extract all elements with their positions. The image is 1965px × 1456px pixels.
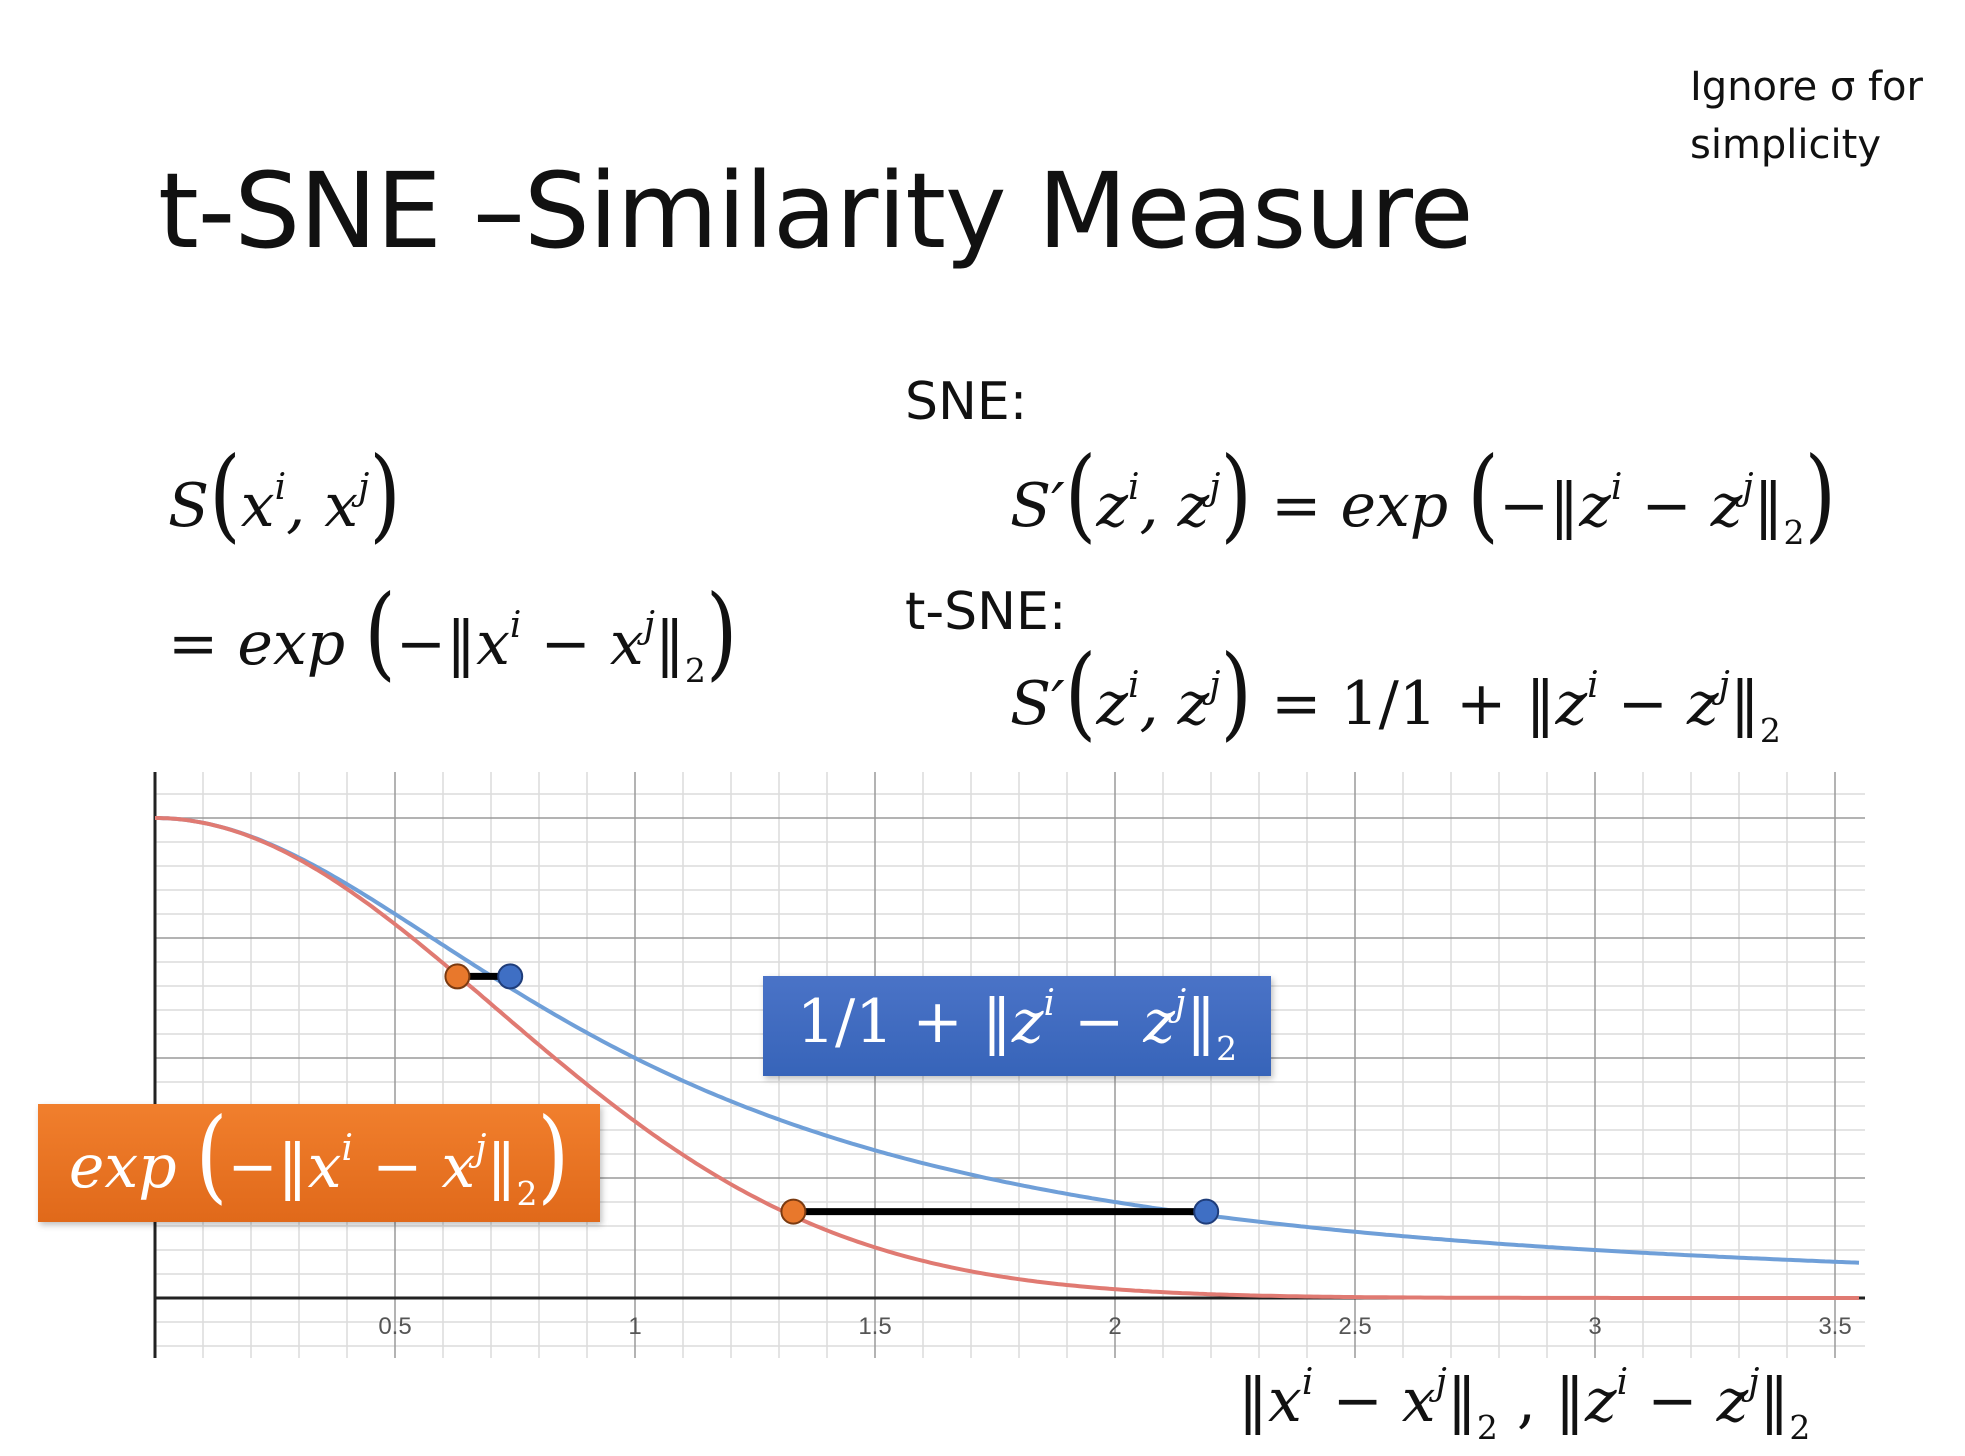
page-title: t-SNE –Similarity Measure [158, 150, 1474, 272]
sne-formula: S′(zi, zj) = exp (−‖zi − zj‖2) [1010, 436, 1837, 555]
x-tick-label: 2 [1108, 1313, 1121, 1340]
similarity-formula-line-1: S(xi, xj) [168, 436, 401, 555]
x-tick-label: 2.5 [1338, 1313, 1371, 1340]
x-axis-label: ‖xi − xj‖2 , ‖zi − zj‖2 [1238, 1362, 1811, 1448]
series-line [155, 816, 1859, 1300]
note: Ignore σ for simplicity [1690, 58, 1923, 174]
t-point [497, 963, 524, 990]
tsne-curve-label: 1/1 + ‖zi − zj‖2 [763, 976, 1271, 1076]
sne-curve-label: exp (−‖xi − xj‖2) [38, 1097, 600, 1222]
t-point [1193, 1198, 1220, 1225]
tsne-formula: S′(zi, zj) = 1/1 + ‖zi − zj‖2 [1010, 634, 1781, 753]
note-line-2: simplicity [1690, 122, 1881, 168]
note-line-1: Ignore σ for [1690, 64, 1923, 110]
x-tick-label: 3.5 [1818, 1313, 1851, 1340]
exp-point [780, 1198, 807, 1225]
tsne-label: t-SNE: [905, 582, 1067, 642]
x-tick-label: 3 [1588, 1313, 1601, 1340]
series-line [155, 816, 1860, 1265]
x-tick-label: 1 [628, 1313, 641, 1340]
curves [155, 816, 1860, 1300]
x-tick-labels: 0.5 1 1.5 2 2.5 3 3.5 [378, 1313, 1851, 1340]
x-tick-label: 1.5 [858, 1313, 891, 1340]
sne-label: SNE: [905, 372, 1028, 432]
similarity-formula-line-2: = exp (−‖xi − xj‖2) [168, 574, 738, 693]
segments [444, 963, 1220, 1225]
exp-point [444, 963, 471, 990]
x-tick-label: 0.5 [378, 1313, 411, 1340]
